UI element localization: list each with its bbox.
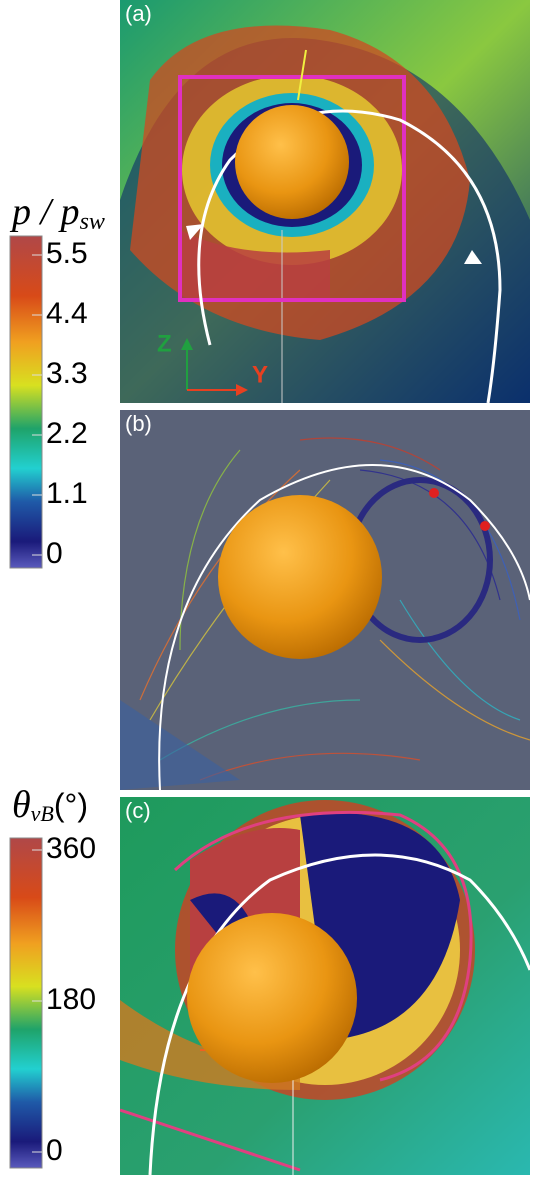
tick-label: 0 <box>46 1134 63 1167</box>
colorbar <box>9 235 43 569</box>
axis-label-y: Y <box>252 361 268 388</box>
tick-label: 4.4 <box>46 297 88 330</box>
tick-label: 360 <box>46 832 96 865</box>
panel-b: (b) <box>120 410 530 790</box>
panel-label: (c) <box>125 798 151 823</box>
symbol: p / p <box>9 191 80 233</box>
panel-a: Z Y (a) <box>120 0 530 403</box>
tick-label: 1.1 <box>46 477 88 510</box>
colorbar <box>9 837 43 1169</box>
tick-label: 2.2 <box>46 417 88 450</box>
colorbar-title: θvB(°) <box>12 784 88 826</box>
tick-label: 3.3 <box>46 357 88 390</box>
tick-label: 5.5 <box>46 237 88 270</box>
colorbar-title: p / psw <box>9 191 105 235</box>
tick-label: 180 <box>46 983 96 1016</box>
subscript: sw <box>80 209 105 235</box>
subscript: vB <box>31 801 54 826</box>
panel-label: (a) <box>125 1 152 26</box>
panel-c: (c) <box>120 797 530 1175</box>
unit: (°) <box>54 787 88 823</box>
tick-label: 0 <box>46 537 63 570</box>
symbol: θ <box>12 784 31 826</box>
axis-label-z: Z <box>157 330 172 357</box>
panel-label: (b) <box>125 411 152 436</box>
